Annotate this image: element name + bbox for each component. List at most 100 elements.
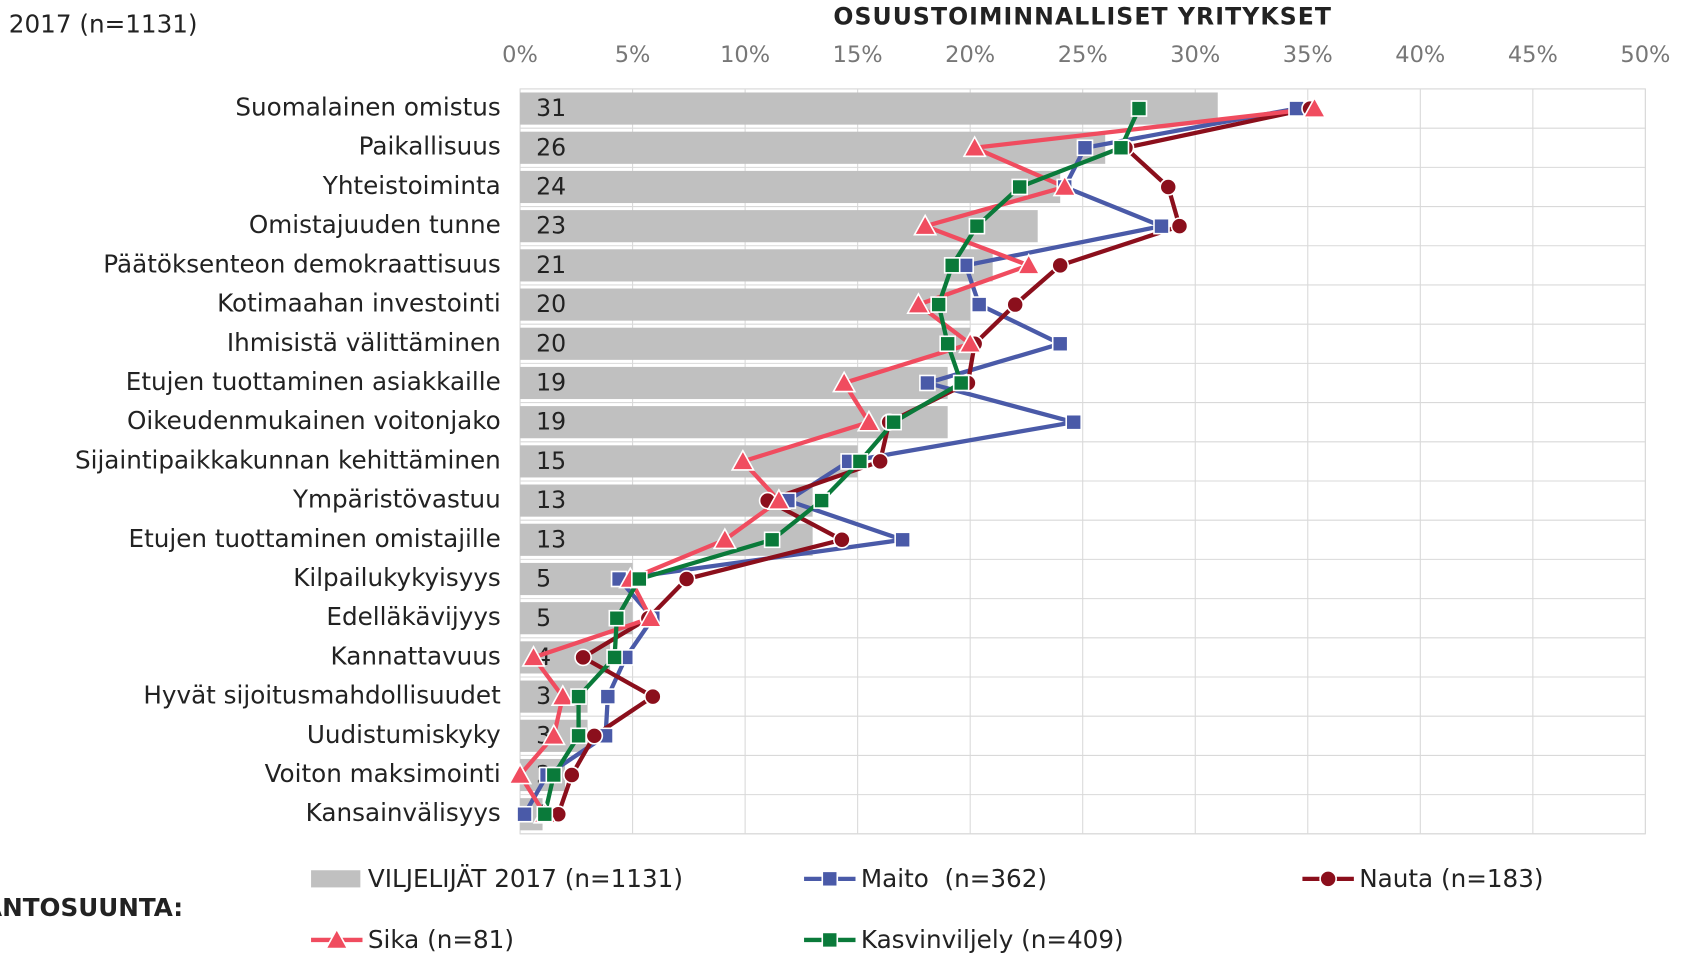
marker bbox=[1065, 413, 1083, 431]
marker bbox=[324, 927, 349, 950]
marker bbox=[856, 409, 881, 432]
legend-label: Maito (n=362) bbox=[861, 864, 1047, 893]
legend-label: Kasvinviljely (n=409) bbox=[861, 925, 1124, 954]
marker bbox=[1051, 335, 1069, 353]
marker bbox=[507, 762, 533, 785]
legend-title: TANTOSUUNTA: bbox=[0, 893, 183, 922]
data-label: 24 bbox=[536, 173, 566, 201]
marker bbox=[1170, 217, 1189, 236]
marker bbox=[906, 292, 931, 314]
marker bbox=[1112, 139, 1130, 157]
data-label: 20 bbox=[536, 329, 566, 357]
bar bbox=[520, 406, 948, 439]
category-label: Päätöksenteon demokraattisuus bbox=[103, 249, 500, 278]
marker bbox=[1076, 139, 1094, 157]
marker bbox=[943, 257, 961, 274]
category-label: Suomalainen omistus bbox=[235, 93, 500, 122]
category-label: Ympäristövastuu bbox=[292, 485, 501, 514]
marker bbox=[919, 374, 936, 392]
marker bbox=[570, 688, 587, 705]
marker bbox=[952, 374, 970, 392]
x-tick-label: 5% bbox=[615, 42, 651, 68]
bar bbox=[520, 327, 971, 360]
category-label: Hyvät sijoitusmahdollisuudet bbox=[143, 681, 501, 710]
x-tick-label: 0% bbox=[502, 42, 538, 68]
marker bbox=[1302, 96, 1327, 118]
category-label: Kannattavuus bbox=[331, 641, 501, 670]
marker bbox=[962, 135, 987, 158]
bar bbox=[520, 288, 971, 321]
marker bbox=[1153, 217, 1170, 235]
category-label: Kilpailukykyisyys bbox=[293, 563, 501, 592]
marker bbox=[550, 684, 575, 706]
x-tick-label: 50% bbox=[1620, 42, 1670, 68]
marker bbox=[885, 413, 902, 431]
data-label: 19 bbox=[536, 369, 566, 397]
x-tick-label: 35% bbox=[1283, 42, 1333, 68]
marker bbox=[730, 449, 755, 471]
marker bbox=[832, 370, 857, 393]
legend-swatch bbox=[311, 870, 361, 888]
marker bbox=[930, 296, 947, 313]
marker bbox=[871, 452, 889, 471]
marker bbox=[958, 331, 983, 354]
marker bbox=[536, 805, 554, 823]
category-label: Yhteistoiminta bbox=[322, 171, 501, 200]
marker bbox=[1130, 100, 1148, 117]
marker bbox=[631, 570, 648, 588]
category-label: Etujen tuottaminen asiakkaille bbox=[126, 367, 501, 396]
marker bbox=[913, 213, 938, 236]
marker bbox=[766, 488, 791, 510]
bar bbox=[520, 131, 1106, 164]
data-label: 26 bbox=[536, 133, 566, 161]
category-label: Oikeudenmukainen voitonjako bbox=[127, 406, 501, 435]
marker bbox=[1051, 256, 1070, 275]
marker bbox=[1319, 869, 1337, 888]
marker bbox=[643, 687, 662, 706]
data-label: 5 bbox=[536, 565, 551, 593]
marker bbox=[1011, 178, 1029, 196]
category-label: Sijaintipaikkakunnan kehittäminen bbox=[75, 445, 501, 474]
x-tick-label: 40% bbox=[1395, 42, 1445, 68]
bar bbox=[520, 249, 993, 282]
marker bbox=[516, 805, 533, 823]
marker bbox=[677, 570, 696, 588]
bar bbox=[520, 170, 1061, 204]
marker bbox=[599, 688, 617, 705]
x-tick-label: 45% bbox=[1508, 42, 1558, 68]
data-label: 21 bbox=[536, 251, 566, 279]
x-tick-label: 15% bbox=[833, 42, 883, 68]
marker bbox=[606, 649, 623, 666]
marker bbox=[833, 530, 851, 549]
category-label: Kansainvälisyys bbox=[306, 798, 501, 827]
subtitle: 2017 (n=1131) bbox=[9, 10, 198, 39]
marker bbox=[570, 727, 587, 745]
marker bbox=[821, 931, 839, 949]
marker bbox=[821, 870, 839, 888]
marker bbox=[1052, 174, 1077, 197]
marker bbox=[638, 605, 663, 628]
bar bbox=[520, 445, 858, 478]
marker bbox=[545, 766, 563, 784]
marker bbox=[763, 531, 781, 549]
marker bbox=[894, 531, 911, 549]
category-label: Voiton maksimointi bbox=[265, 759, 501, 788]
category-label: Kotimaahan investointi bbox=[217, 289, 501, 318]
x-tick-label: 20% bbox=[945, 42, 995, 68]
data-label: 31 bbox=[536, 94, 566, 122]
marker bbox=[813, 492, 830, 509]
category-label: Edelläkävijyys bbox=[326, 602, 500, 631]
category-label: Omistajuuden tunne bbox=[249, 210, 501, 239]
data-label: 20 bbox=[536, 290, 566, 318]
legend-label: Nauta (n=183) bbox=[1359, 864, 1543, 893]
marker bbox=[939, 335, 956, 353]
data-label: 5 bbox=[536, 604, 551, 632]
bar bbox=[520, 92, 1218, 125]
marker bbox=[585, 726, 604, 745]
chart-title: OSUUSTOIMINNALLISET YRITYKSET bbox=[833, 3, 1332, 31]
data-label: 13 bbox=[536, 525, 566, 553]
data-label: 19 bbox=[536, 408, 566, 436]
marker bbox=[541, 723, 566, 746]
marker bbox=[574, 648, 592, 667]
